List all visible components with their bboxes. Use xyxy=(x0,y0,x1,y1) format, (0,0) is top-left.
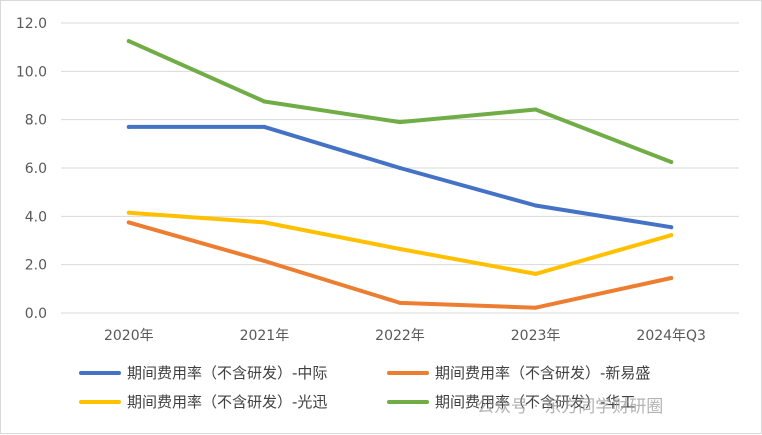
series-lines xyxy=(126,39,674,310)
y-tick-label: 0.0 xyxy=(25,306,47,322)
y-tick-label: 6.0 xyxy=(25,161,47,177)
data-point xyxy=(533,203,538,208)
x-axis: 2020年 2021年 2022年 2023年 2024年Q3 xyxy=(104,328,706,344)
data-point xyxy=(398,300,402,305)
y-axis: 0.0 2.0 4.0 6.0 8.0 10.0 12.0 xyxy=(16,16,47,322)
data-point xyxy=(126,39,131,44)
y-tick-label: 12.0 xyxy=(16,16,47,32)
data-point xyxy=(533,107,538,112)
x-tick-label: 2022年 xyxy=(375,328,425,344)
legend-label: 期间费用率（不含研发）-华工 xyxy=(435,393,635,411)
data-point xyxy=(126,220,131,225)
data-point xyxy=(533,271,538,276)
data-point xyxy=(533,305,538,310)
y-tick-label: 10.0 xyxy=(16,64,47,80)
data-point xyxy=(669,233,674,238)
data-point xyxy=(126,210,131,215)
data-point xyxy=(669,225,674,230)
data-point xyxy=(262,259,267,264)
data-point xyxy=(262,99,267,104)
x-tick-label: 2021年 xyxy=(240,328,290,344)
y-tick-label: 2.0 xyxy=(25,258,47,274)
legend-label: 期间费用率（不含研发）-光迅 xyxy=(127,393,327,411)
x-tick-label: 2020年 xyxy=(104,328,154,344)
series-line-1 xyxy=(126,124,674,230)
data-point xyxy=(398,166,402,170)
data-point xyxy=(398,120,402,125)
data-point xyxy=(669,159,674,164)
data-point xyxy=(262,124,267,129)
data-point xyxy=(669,275,674,280)
data-point xyxy=(126,124,131,129)
y-tick-label: 8.0 xyxy=(25,113,47,129)
watermark-text: 公众号 · 东方同学财研圈 xyxy=(477,397,663,417)
data-point xyxy=(262,220,267,225)
y-tick-label: 4.0 xyxy=(25,209,47,225)
data-point xyxy=(398,246,402,251)
legend-label: 期间费用率（不含研发）-中际 xyxy=(127,364,327,382)
x-tick-label: 2023年 xyxy=(511,328,561,344)
series-line-4 xyxy=(126,39,674,164)
legend: 期间费用率（不含研发）-中际 期间费用率（不含研发）-新易盛期间费用率（不含研发）… xyxy=(79,364,650,411)
x-tick-label: 2024年Q3 xyxy=(636,328,706,344)
legend-label: 期间费用率（不含研发）-新易盛 xyxy=(435,364,650,382)
